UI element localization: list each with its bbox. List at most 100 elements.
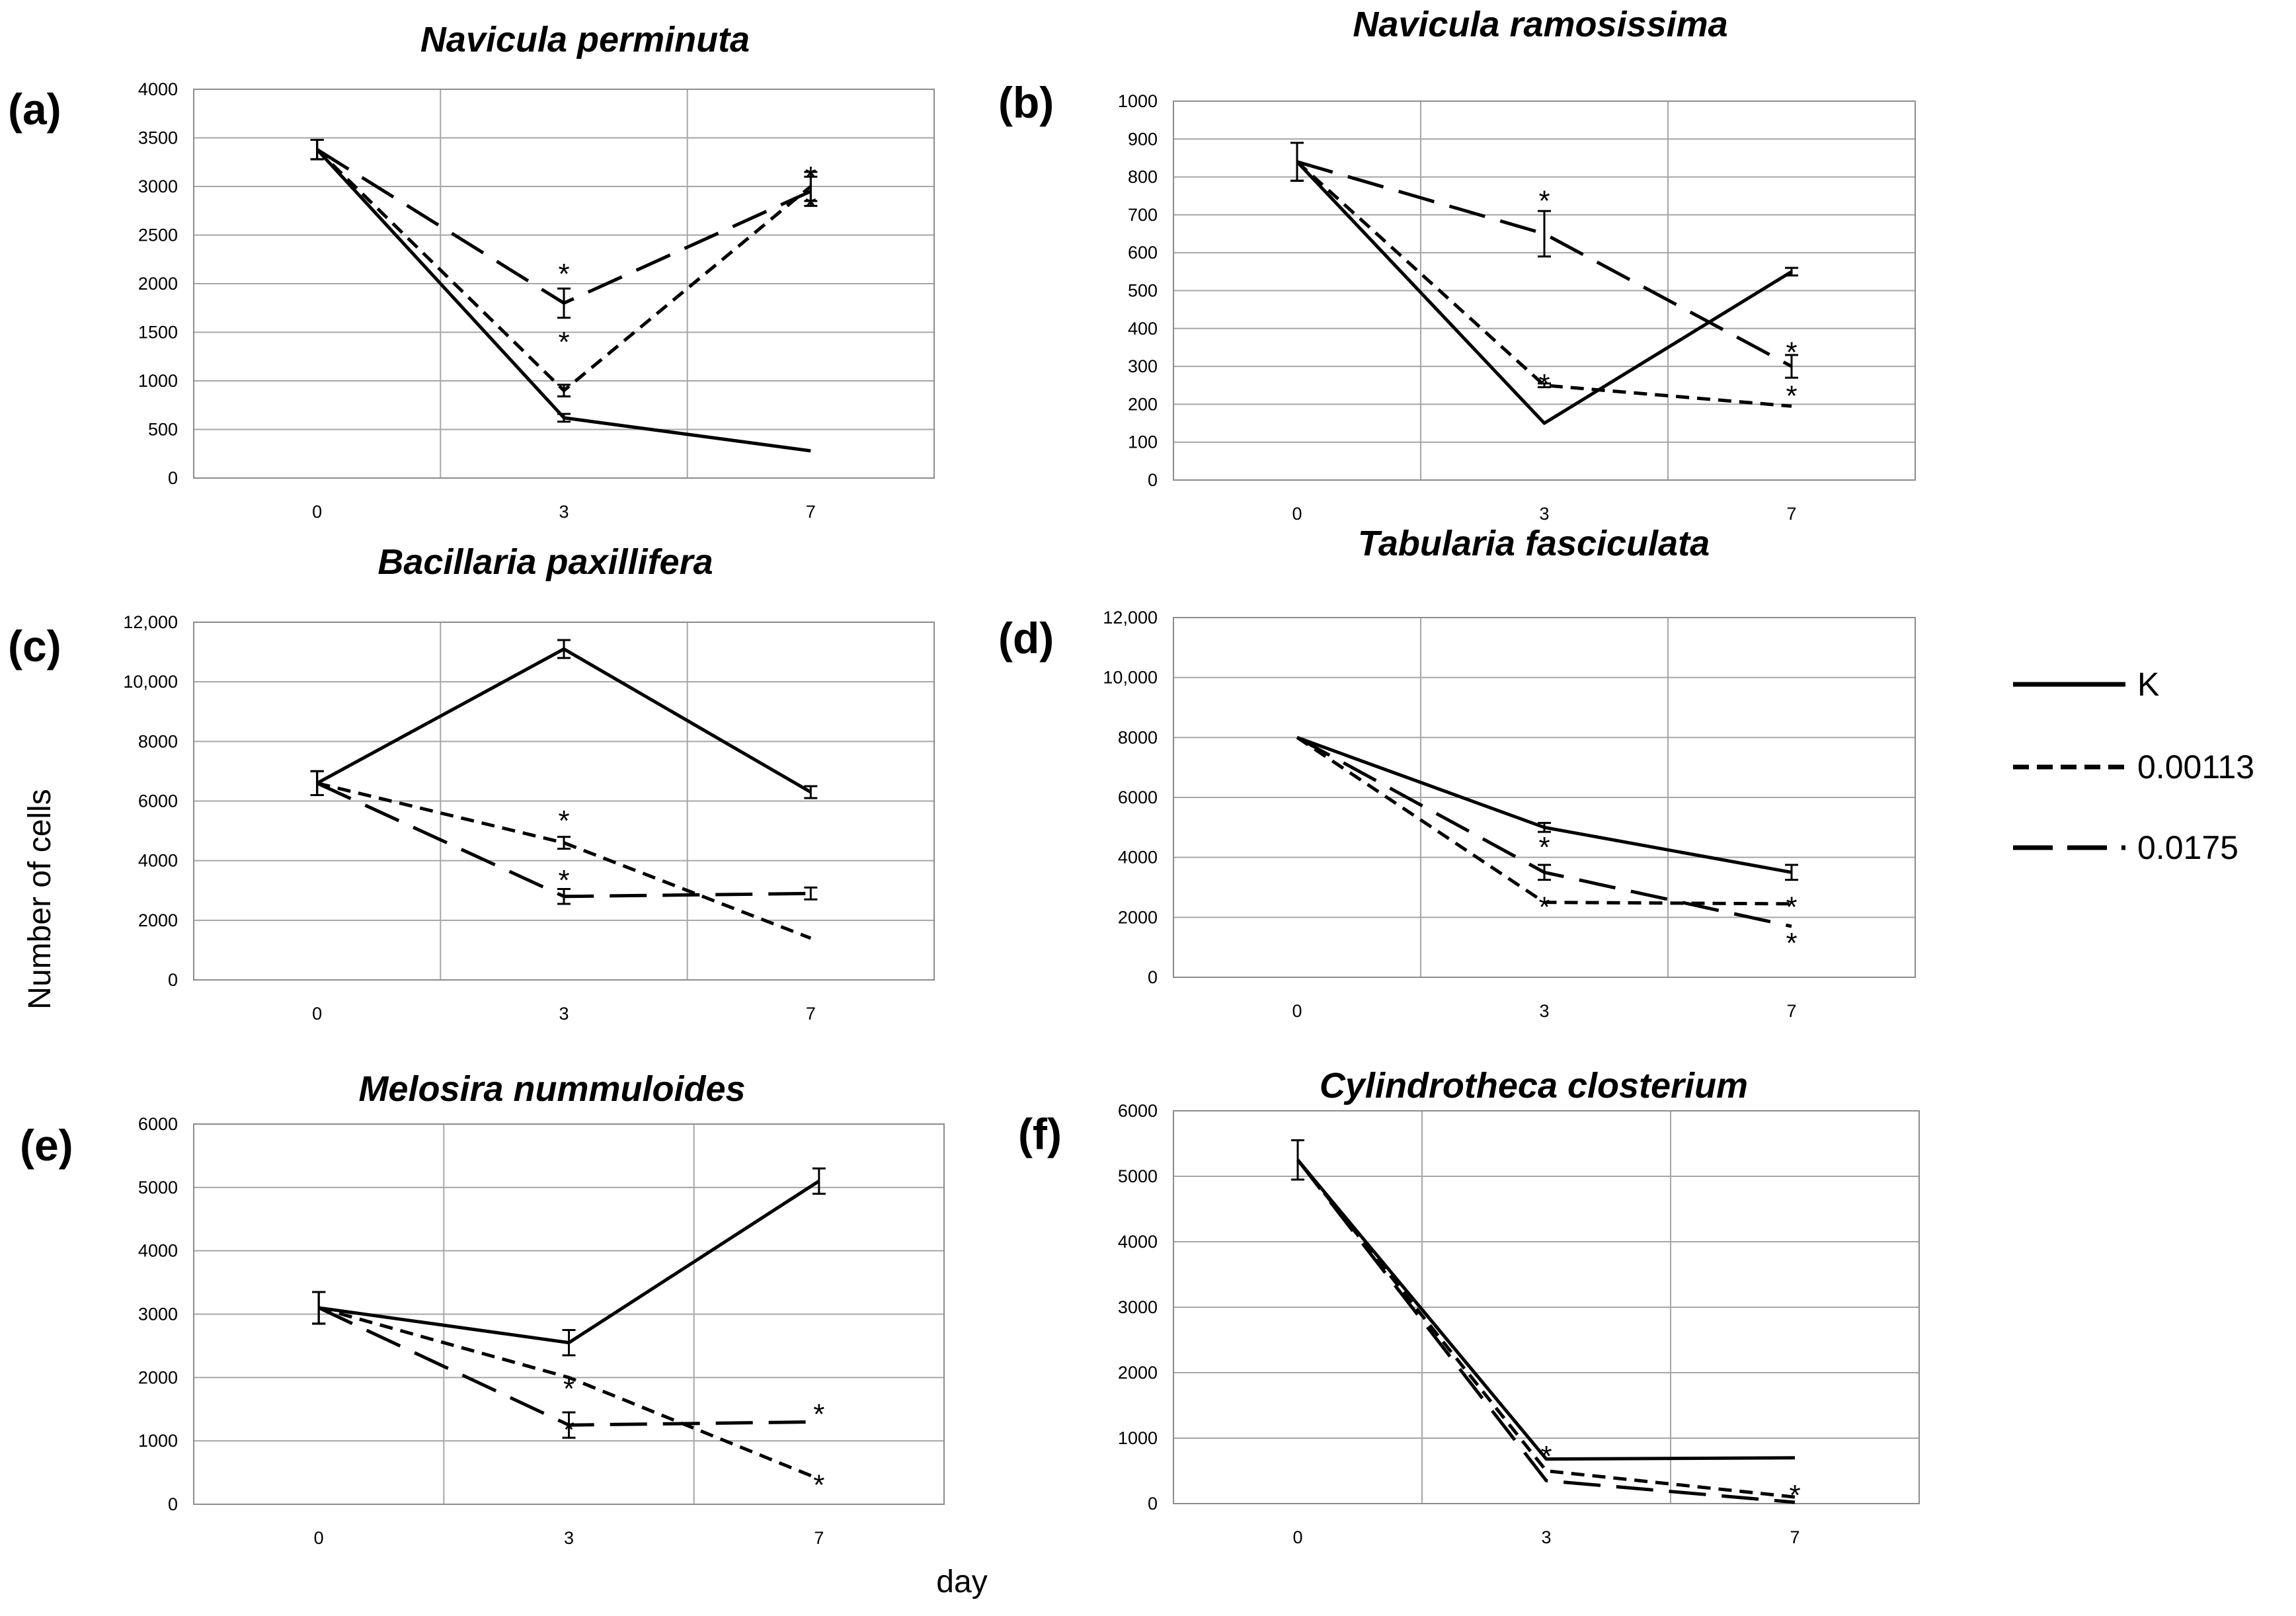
panel-c-label: (c)	[8, 622, 61, 670]
panel-e-y-tick-label: 0	[168, 1494, 178, 1514]
panel-b-title: Navicula ramosissima	[1353, 5, 1727, 44]
panel-c-plot-frame	[193, 622, 935, 981]
panel-b-significance-mark: *	[1786, 380, 1797, 412]
panel-a-label: (a)	[8, 85, 61, 134]
panel-e-error-bar-k	[562, 1328, 576, 1357]
panel-a-error-bar-0-0175	[310, 138, 324, 161]
panel-a-y-tick-label: 2000	[138, 274, 178, 294]
panel-f-error-bar-0-0175	[1291, 1139, 1304, 1181]
panel-f-series-k	[1296, 1158, 1796, 1461]
panel-b-series-0-00113	[1296, 160, 1792, 408]
panel-a-error-bar-0-0175	[804, 175, 818, 207]
panel-c-y-tick-label: 2000	[138, 910, 178, 930]
panel-a-y-tick-label: 1000	[138, 371, 178, 391]
panel-a-y-tick-label: 2500	[138, 225, 178, 245]
panel-e-y-tick-label: 5000	[138, 1178, 178, 1197]
panel-a-error-bar-0-00113	[557, 384, 571, 398]
panel-f-y-tick-label: 3000	[1118, 1297, 1158, 1317]
panel-c-error-bar-0-0175	[310, 770, 324, 796]
panel-a-x-tick-label: 7	[806, 502, 816, 522]
panel-b-significance-mark: *	[1538, 184, 1550, 217]
panel-c-significance-mark: *	[558, 864, 569, 897]
panel-c-error-bar-0-0175	[804, 886, 818, 901]
panel-a-y-tick-label: 3500	[138, 128, 178, 148]
panel-b-x-tick-label: 0	[1292, 504, 1302, 524]
panel-e-label: (e)	[20, 1121, 73, 1170]
panel-e-series-0-0175	[318, 1306, 819, 1427]
panel-b-y-tick-label: 500	[1128, 281, 1158, 301]
panel-a-plot-frame	[193, 89, 935, 479]
panel-e-error-bar-0-0175	[562, 1411, 576, 1439]
panel-b-error-bar-0-0175	[1290, 141, 1304, 182]
panel-b-series-0-0175	[1296, 160, 1793, 368]
panel-b-y-tick-label: 700	[1128, 205, 1158, 225]
panel-d-error-bar-k	[1785, 864, 1798, 881]
panel-c-error-bar-k	[804, 785, 818, 799]
panel-c-y-tick-label: 10,000	[123, 672, 178, 692]
panel-a-error-bar-0-0175	[557, 287, 571, 319]
panel-b-y-tick-label: 0	[1148, 470, 1158, 490]
panel-d-series-0-00113	[1296, 736, 1792, 906]
panel-f-label: (f)	[1018, 1110, 1062, 1158]
panel-e-title: Melosira nummuloides	[358, 1069, 745, 1109]
panel-e-plot-frame	[193, 1123, 945, 1505]
panel-e-significance-mark: *	[563, 1414, 574, 1446]
panel-e-error-bar-k	[812, 1167, 826, 1195]
panel-d-title: Tabularia fasciculata	[1358, 524, 1710, 563]
panel-b-x-tick-label: 7	[1786, 504, 1796, 524]
panel-f-significance-mark: *	[1540, 1440, 1552, 1473]
panel-b-y-tick-label: 400	[1128, 319, 1158, 339]
panel-d-x-tick-label: 7	[1786, 1001, 1796, 1021]
panel-e-y-tick-label: 4000	[138, 1241, 178, 1261]
panel-f: (f) Cylindrotheca closterium 0 1000 2000 3000…	[1018, 1066, 1920, 1547]
panel-c-y-tick-label: 12,000	[123, 612, 178, 632]
panel-d-y-tick-label: 12,000	[1103, 608, 1158, 627]
panel-b: (b) Navicula ramosissima 0 100 200 300 400 500 6…	[998, 5, 1916, 524]
panel-e-significance-mark: *	[813, 1469, 824, 1502]
panel-c-error-bar-k	[557, 639, 571, 659]
panel-b-y-tick-label: 100	[1128, 432, 1158, 452]
panel-a-significance-mark: *	[805, 190, 816, 222]
panel-a-y-tick-label: 500	[148, 420, 178, 440]
panel-d-y-tick-label: 4000	[1118, 848, 1158, 868]
panel-b-error-bar-0-00113	[1538, 382, 1551, 389]
panel-c: (c) Bacillaria paxillifera 0 2000 4000 6000 80…	[8, 542, 935, 1024]
panel-b-y-tick-label: 200	[1128, 394, 1158, 414]
panel-d-label: (d)	[998, 614, 1054, 663]
legend-label-k: K	[2137, 666, 2159, 703]
panel-b-y-tick-label: 900	[1128, 129, 1158, 149]
panel-a-title: Navicula perminuta	[420, 20, 750, 60]
panel-a: (a) Navicula perminuta 0 500 1000 1500 2000 250…	[8, 20, 935, 522]
panel-e-error-bar-0-0175	[312, 1291, 326, 1325]
panels: (a)Navicula perminuta0500100015002000250…	[8, 5, 1920, 1548]
panel-b-y-tick-label: 1000	[1118, 91, 1158, 111]
panel-c-x-tick-label: 0	[312, 1004, 322, 1024]
panel-f-y-tick-label: 6000	[1118, 1101, 1158, 1121]
panel-e-y-tick-label: 6000	[138, 1114, 178, 1134]
panel-c-title: Bacillaria paxillifera	[377, 542, 713, 582]
panel-e-significance-mark: *	[813, 1398, 824, 1430]
panel-f-y-tick-label: 1000	[1118, 1428, 1158, 1448]
panel-f-plot-frame	[1173, 1110, 1920, 1504]
panel-e-significance-mark: *	[563, 1373, 574, 1405]
panel-c-y-tick-label: 6000	[138, 791, 178, 811]
panel-f-x-tick-label: 0	[1292, 1527, 1302, 1547]
panel-b-x-tick-label: 3	[1539, 504, 1549, 524]
panel-f-series-0-0175	[1296, 1158, 1796, 1504]
panel-e-series-k	[318, 1180, 820, 1345]
panel-b-significance-mark: *	[1538, 368, 1550, 401]
panel-b-y-tick-label: 800	[1128, 167, 1158, 187]
panel-b-y-tick-label: 600	[1128, 243, 1158, 263]
panel-b-significance-mark: *	[1786, 336, 1797, 368]
panel-e-x-tick-label: 0	[314, 1528, 324, 1548]
panel-b-error-bar-0-0175	[1785, 354, 1798, 379]
y-axis-label: Number of cells	[22, 789, 58, 1009]
panel-e-y-tick-label: 2000	[138, 1367, 178, 1387]
panel-f-y-tick-label: 2000	[1118, 1363, 1158, 1383]
panel-c-error-bar-0-0175	[557, 888, 571, 905]
panel-d: (d) Tabularia fasciculata 0 2000 4000 6000 800…	[998, 524, 1916, 1021]
panel-f-y-tick-label: 0	[1148, 1494, 1158, 1514]
panel-f-y-tick-label: 4000	[1118, 1232, 1158, 1252]
panel-e: (e) Melosira nummuloides 0 1000 2000 3000 4000…	[20, 1069, 945, 1548]
